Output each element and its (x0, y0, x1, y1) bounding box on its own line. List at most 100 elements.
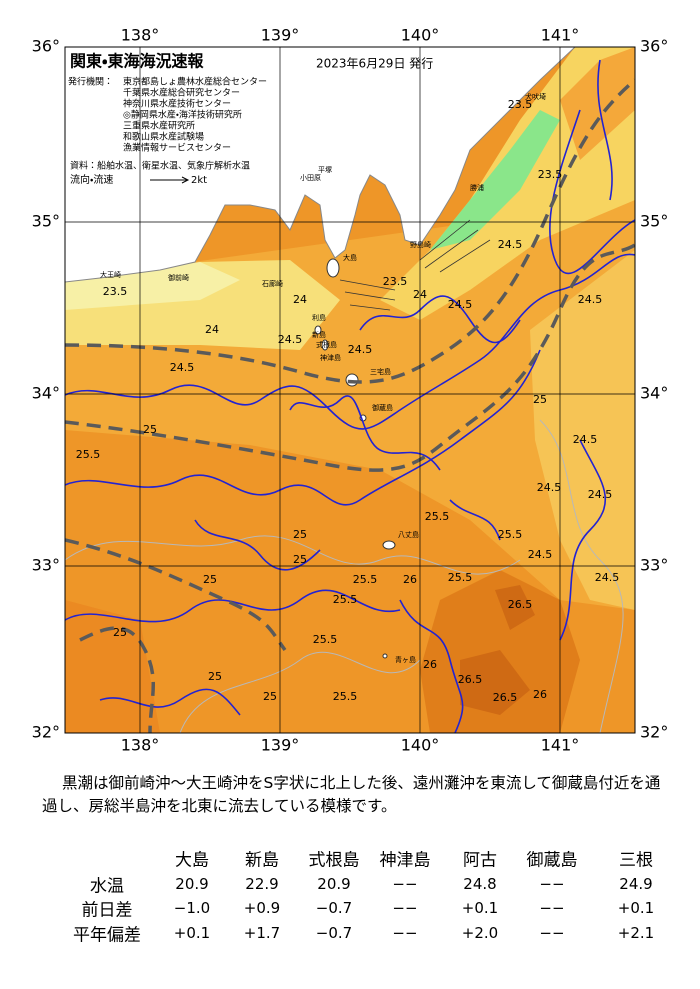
data-source: 資料：船舶水温、衛星水温、気象庁解析水温 (70, 160, 250, 172)
table-value: +1.7 (243, 924, 281, 942)
lat-label: 35° (640, 212, 668, 231)
lon-label: 140° (401, 736, 440, 755)
contour-label: 25.5 (425, 510, 450, 523)
isotherms-minor (65, 419, 624, 733)
land (65, 47, 576, 283)
contour-label: 26 (403, 573, 417, 586)
column-header: 新島 (245, 850, 279, 871)
place-name: 野島崎 (410, 240, 431, 249)
legend-arrowhead (181, 176, 190, 184)
contour-label: 24.5 (573, 433, 598, 446)
contour-label: 25.5 (313, 633, 338, 646)
sea-zone (65, 600, 160, 733)
contour-label: 24 (293, 293, 307, 306)
issuer: 三重県水産研究所 (123, 120, 195, 132)
contour-label: 24.5 (448, 298, 473, 311)
legend-label: 流向・流速 (70, 173, 113, 186)
contour-label: 25 (113, 626, 127, 639)
place-name: 利島 (312, 313, 326, 322)
lon-label: 141° (541, 736, 580, 755)
table-value: −0.7 (315, 924, 353, 942)
place-name: 八丈島 (398, 530, 419, 539)
sea-zone (530, 250, 635, 610)
place-name: 犬吠埼 (525, 92, 546, 101)
sea-zone (430, 110, 560, 250)
issue-date: 2023年6月29日 発行 (316, 57, 433, 71)
contour-label: 25 (293, 528, 307, 541)
row-label: 水温 (90, 876, 124, 897)
lon-label: 138° (121, 26, 160, 45)
place-name: 勝浦 (470, 183, 484, 192)
place-name: 大島 (343, 253, 357, 262)
table-value: +2.0 (461, 924, 499, 942)
contour-label: 24.5 (528, 548, 553, 561)
table-value: −− (539, 924, 565, 942)
contour-label: 25.5 (333, 690, 358, 703)
table-value: +0.1 (617, 899, 655, 917)
table-value: −− (539, 875, 565, 893)
contour-label: 24 (413, 288, 427, 301)
issuer: 神奈川県水産技術センター (123, 98, 231, 110)
issuer-heading: 発行機関： (68, 76, 113, 88)
place-name: 御前崎 (168, 273, 189, 282)
lat-label: 36° (32, 37, 60, 56)
contour-label: 25 (203, 573, 217, 586)
contour-label: 26.5 (508, 598, 533, 611)
contour-label: 24.5 (170, 361, 195, 374)
row-label: 平年偏差 (73, 925, 141, 946)
place-name: 御蔵島 (372, 403, 393, 412)
lon-label: 140° (401, 26, 440, 45)
table-value: −1.0 (173, 899, 211, 917)
lat-label: 36° (640, 37, 668, 56)
sea-temperature (65, 47, 635, 733)
contour-label: 24.5 (537, 481, 562, 494)
contour-label: 23.5 (383, 275, 408, 288)
contour-label: 26.5 (458, 673, 483, 686)
contour-label: 23.5 (538, 168, 563, 181)
lon-label: 141° (541, 26, 580, 45)
contour-label: 26 (423, 658, 437, 671)
lat-label: 32° (640, 723, 668, 742)
issuer: 東京都島しょ農林水産総合センター (123, 76, 267, 88)
sea-zone (65, 262, 240, 310)
lat-label: 33° (640, 556, 668, 575)
contour-label: 24.5 (278, 333, 303, 346)
map-title: 関東・東海海況速報 (70, 52, 204, 71)
column-header: 阿古 (463, 850, 497, 871)
contour-label: 25.5 (448, 571, 473, 584)
contour-label: 24.5 (348, 343, 373, 356)
isotherms (65, 59, 635, 733)
contour-label: 24.5 (578, 293, 603, 306)
table-value: 20.9 (317, 875, 351, 893)
summary: 黒潮は御前崎沖～大王崎沖をS字状に北上した後、遠州灘沖を東流して御蔵島付近を通過… (42, 774, 661, 815)
place-name: 三宅島 (370, 367, 391, 376)
current-arrows (339, 219, 491, 311)
sea-zone (460, 650, 530, 715)
table-value: 24.9 (619, 875, 653, 893)
contour-label: 23.5 (508, 98, 533, 111)
contour-label: 25.5 (76, 448, 101, 461)
column-header: 三根 (619, 850, 653, 871)
lat-label: 35° (32, 212, 60, 231)
row-label: 前日差 (81, 900, 133, 921)
table-value: +2.1 (617, 924, 655, 942)
table-value: −0.7 (315, 899, 353, 917)
contour-label: 24.5 (595, 571, 620, 584)
contour-label: 25 (533, 393, 547, 406)
column-header: 神津島 (379, 850, 431, 871)
place-name: 平塚 (318, 165, 332, 174)
kuroshio-path (65, 78, 635, 733)
sea-zone (560, 47, 635, 160)
lon-label: 139° (261, 26, 300, 45)
place-name: 新島 (312, 330, 326, 339)
place-name: 神津島 (320, 353, 341, 362)
contour-label: 23.5 (103, 285, 128, 298)
table-value: 20.9 (175, 875, 209, 893)
lat-label: 34° (32, 384, 60, 403)
issuer: 和歌山県水産試験場 (123, 131, 204, 143)
table-value: −− (392, 899, 418, 917)
table-value: −− (392, 924, 418, 942)
graticule (65, 47, 635, 733)
place-name: 青ヶ島 (395, 655, 416, 664)
table-value: +0.9 (243, 899, 281, 917)
